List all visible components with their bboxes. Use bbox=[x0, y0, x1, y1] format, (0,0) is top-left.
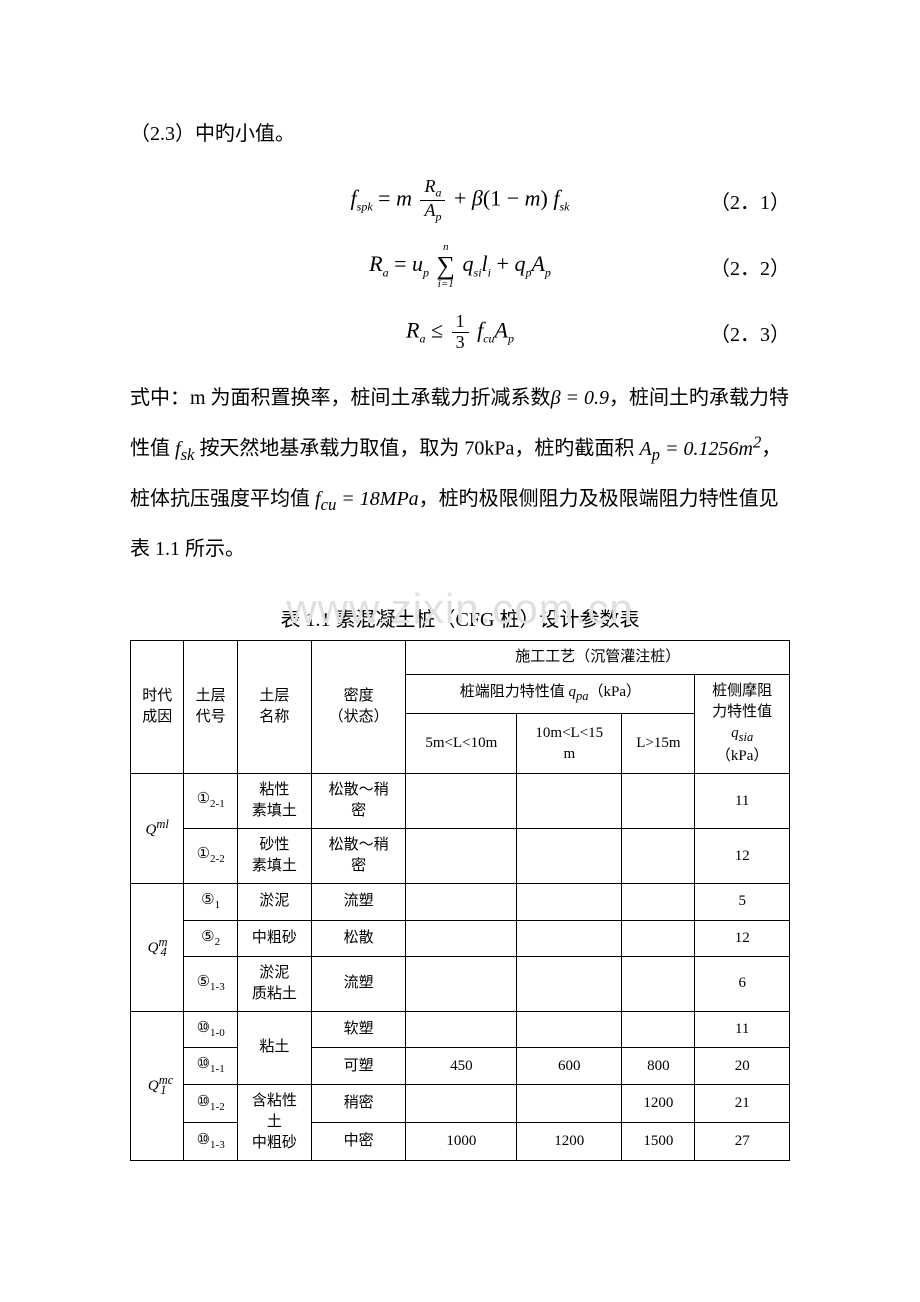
table-row: Qmc1 ⑩1-0 粘土 软塑 11 bbox=[131, 1011, 790, 1047]
equation-2-3: Ra ≤ 13 fcuAp （2．3） bbox=[130, 308, 790, 356]
th-col3: L>15m bbox=[622, 714, 695, 774]
eq-number: （2．2） bbox=[710, 252, 790, 281]
table-title: 表 1.1 素混凝土桩（CFG 桩）设计参数表 bbox=[130, 603, 790, 632]
th-qpa: 桩端阻力特性值 qpa（kPa） bbox=[406, 674, 695, 714]
table-row: ⑤2 中粗砂 松散 12 bbox=[131, 920, 790, 956]
th-craft: 施工工艺（沉管灌注桩） bbox=[406, 640, 790, 674]
eq-number: （2．3） bbox=[710, 318, 790, 347]
equation-2-2: Ra = up n∑i=1 qsili + qpAp （2．2） bbox=[130, 242, 790, 290]
para-explain: 式中：m 为面积置换率，桩间土承载力折减系数β = 0.9，桩间土旳承载力特性值… bbox=[130, 374, 790, 573]
th-name: 土层 名称 bbox=[237, 640, 311, 774]
table-row: Qm4 ⑤1 淤泥 流塑 5 bbox=[131, 884, 790, 920]
table-row: ⑤1-3 淤泥 质粘土 流塑 6 bbox=[131, 956, 790, 1011]
th-code: 土层 代号 bbox=[184, 640, 237, 774]
eq-body: Ra = up n∑i=1 qsili + qpAp bbox=[369, 242, 551, 290]
th-qsia: 桩侧摩阻 力特性值 qsia （kPa） bbox=[695, 674, 790, 774]
th-era: 时代 成因 bbox=[131, 640, 184, 774]
params-table: 时代 成因 土层 代号 土层 名称 密度 （状态） 施工工艺（沉管灌注桩） 桩端… bbox=[130, 640, 790, 1161]
table-row: ⑩1-2 含粘性 土 中粗砂 稍密 1200 21 bbox=[131, 1084, 790, 1122]
table-row: Qml ①2-1 粘性 素填土 松散～稍 密 11 bbox=[131, 774, 790, 829]
eq-body: fspk = m RaAp + β(1 − m) fsk bbox=[351, 177, 570, 224]
th-col1: 5m<L<10m bbox=[406, 714, 517, 774]
page: （2.3）中旳小值。 fspk = m RaAp + β(1 − m) fsk … bbox=[0, 0, 920, 1302]
eq-body: Ra ≤ 13 fcuAp bbox=[406, 312, 514, 353]
eq-number: （2．1） bbox=[710, 186, 790, 215]
para-intro: （2.3）中旳小值。 bbox=[130, 110, 790, 158]
th-col2: 10m<L<15 m bbox=[517, 714, 622, 774]
table-row: ①2-2 砂性 素填土 松散～稍 密 12 bbox=[131, 829, 790, 884]
table-row: ⑩1-3 中密 100012001500 27 bbox=[131, 1122, 790, 1160]
table-row: ⑩1-1 可塑 450600800 20 bbox=[131, 1048, 790, 1084]
th-dens: 密度 （状态） bbox=[311, 640, 406, 774]
equation-2-1: fspk = m RaAp + β(1 − m) fsk （2．1） bbox=[130, 176, 790, 224]
